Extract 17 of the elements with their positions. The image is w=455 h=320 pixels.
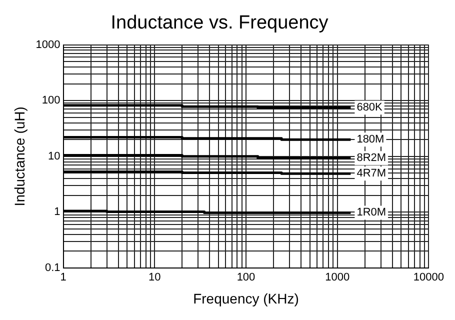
x-tick-label: 10000 <box>413 272 444 284</box>
y-tick-label: 1000 <box>36 38 60 51</box>
y-tick-label: 100 <box>42 94 60 107</box>
series-label: 4R7M <box>356 168 386 180</box>
y-axis-title: Inductance (uH) <box>11 106 28 206</box>
y-tick-label: 1 <box>54 206 60 218</box>
series-label: 180M <box>356 134 384 146</box>
y-tick-label: 10 <box>48 150 60 162</box>
chart-title: Inductance vs. Frequency <box>110 12 329 34</box>
series-label: 1R0M <box>356 206 386 219</box>
x-axis-title: Frequency (KHz) <box>193 290 299 306</box>
series-label: 680K <box>356 102 384 114</box>
x-tick-label: 10 <box>148 272 161 284</box>
x-tick-label: 1000 <box>325 272 350 284</box>
x-tick-label: 100 <box>236 272 256 284</box>
series-label: 8R2M <box>356 152 386 164</box>
y-tick-label: 0.1 <box>44 262 60 274</box>
